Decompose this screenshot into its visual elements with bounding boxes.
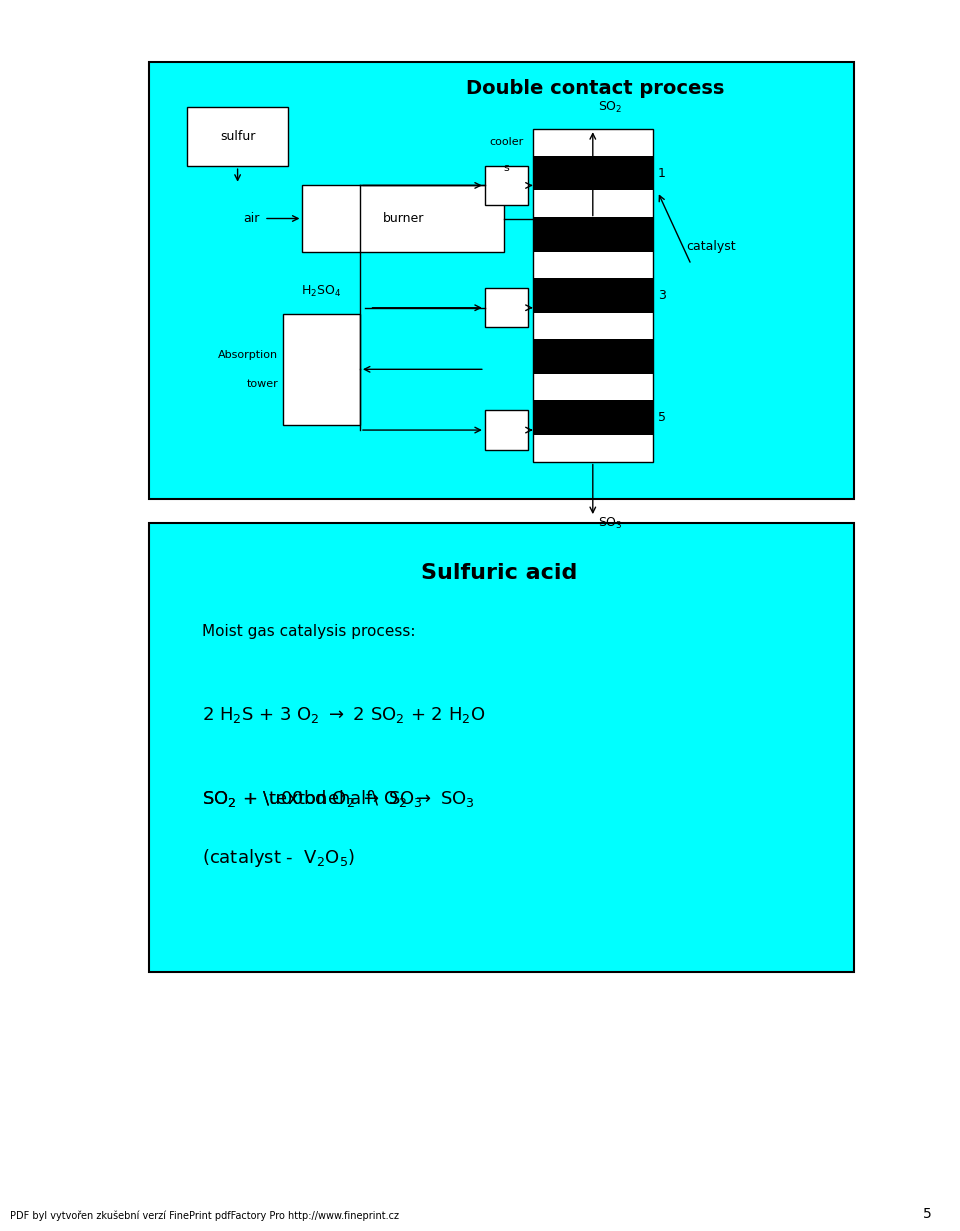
Bar [187, 107, 288, 166]
Text: Absorption: Absorption [218, 350, 278, 359]
Text: (catalyst -  V$_2$O$_5$): (catalyst - V$_2$O$_5$) [202, 847, 354, 869]
Text: s: s [504, 164, 509, 174]
Text: Double contact process: Double contact process [466, 79, 725, 98]
Bar [533, 156, 653, 191]
Text: cooler: cooler [490, 138, 523, 148]
Text: SO$_2$ + \textonehalf\ O$_2$ $\rightarrow$ SO$_3$: SO$_2$ + \textonehalf\ O$_2$ $\rightarro… [202, 788, 474, 809]
Text: air: air [243, 212, 259, 225]
Bar [533, 340, 653, 374]
Text: Sulfuric acid: Sulfuric acid [421, 563, 577, 582]
Bar [149, 62, 854, 499]
Text: SO$_2$ + \u00bd O$_2$ $\rightarrow$ SO$_3$: SO$_2$ + \u00bd O$_2$ $\rightarrow$ SO$_… [202, 788, 422, 809]
Bar [533, 400, 653, 435]
Bar [533, 217, 653, 251]
Bar [533, 278, 653, 313]
Text: H$_2$SO$_4$: H$_2$SO$_4$ [301, 284, 342, 299]
Text: Moist gas catalysis process:: Moist gas catalysis process: [202, 624, 415, 639]
Bar [302, 185, 504, 252]
Text: sulfur: sulfur [220, 130, 255, 143]
Text: 1: 1 [658, 166, 665, 180]
Bar [149, 523, 854, 972]
Bar [533, 129, 653, 462]
Text: 3: 3 [658, 289, 665, 302]
Bar [485, 410, 528, 449]
Text: 2 H$_2$S + 3 O$_2$ $\rightarrow$ 2 SO$_2$ + 2 H$_2$O: 2 H$_2$S + 3 O$_2$ $\rightarrow$ 2 SO$_2… [202, 705, 485, 725]
Bar [485, 288, 528, 327]
Bar [485, 166, 528, 206]
Text: SO$_3$: SO$_3$ [597, 516, 622, 531]
Text: burner: burner [382, 212, 424, 225]
Text: SO$_2$: SO$_2$ [597, 100, 622, 114]
Text: catalyst: catalyst [686, 240, 736, 252]
Text: PDF byl vytvořen zkušební verzí FinePrint pdfFactory Pro http://www.fineprint.cz: PDF byl vytvořen zkušební verzí FinePrin… [10, 1210, 398, 1221]
Text: 5: 5 [923, 1208, 931, 1221]
Bar [283, 314, 360, 425]
Text: 5: 5 [658, 411, 665, 425]
Text: tower: tower [247, 379, 278, 389]
